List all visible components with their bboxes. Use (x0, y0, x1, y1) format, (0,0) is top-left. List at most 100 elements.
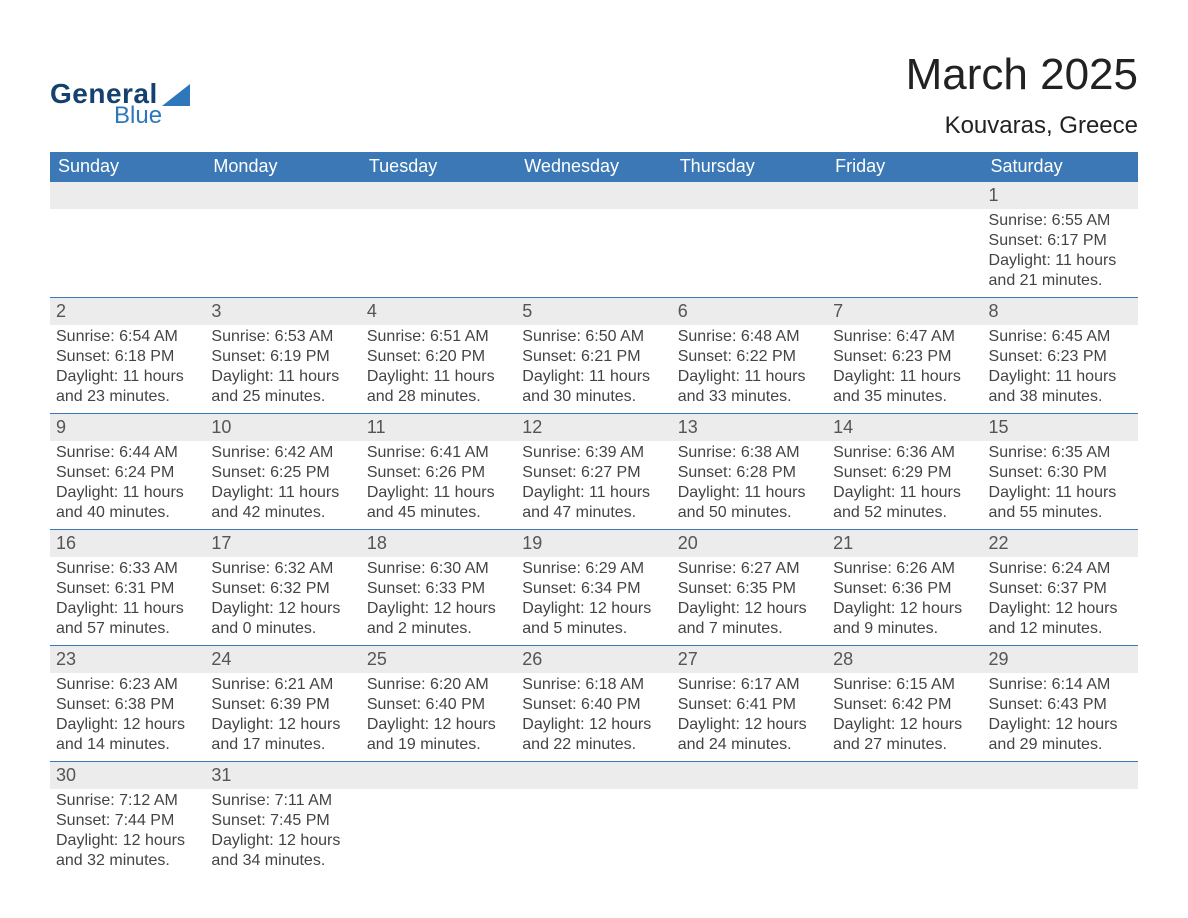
day-number: 11 (367, 417, 386, 437)
day-daylight1: Daylight: 12 hours (522, 599, 665, 619)
day-number: 7 (833, 301, 843, 321)
day-info-cell: Sunrise: 6:23 AMSunset: 6:38 PMDaylight:… (50, 673, 205, 762)
day-sunset: Sunset: 6:31 PM (56, 579, 199, 599)
day-sunrise: Sunrise: 7:11 AM (211, 791, 354, 811)
day-daylight2: and 9 minutes. (833, 619, 976, 639)
day-sunset: Sunset: 6:32 PM (211, 579, 354, 599)
day-sunrise: Sunrise: 6:33 AM (56, 559, 199, 579)
day-daylight2: and 28 minutes. (367, 387, 510, 407)
day-number: 17 (211, 533, 231, 553)
day-daylight1: Daylight: 12 hours (56, 715, 199, 735)
day-sunset: Sunset: 6:27 PM (522, 463, 665, 483)
day-info-cell: Sunrise: 6:41 AMSunset: 6:26 PMDaylight:… (361, 441, 516, 530)
day-info-cell (672, 209, 827, 298)
day-number: 26 (522, 649, 542, 669)
day-number-cell: 8 (983, 298, 1138, 326)
day-sunset: Sunset: 6:41 PM (678, 695, 821, 715)
day-number-cell: 1 (983, 182, 1138, 210)
day-info-cell (516, 789, 671, 877)
weekday-header: Saturday (983, 152, 1138, 182)
day-info-cell: Sunrise: 6:20 AMSunset: 6:40 PMDaylight:… (361, 673, 516, 762)
day-sunrise: Sunrise: 6:41 AM (367, 443, 510, 463)
day-daylight2: and 57 minutes. (56, 619, 199, 639)
day-number-cell: 30 (50, 762, 205, 790)
day-sunrise: Sunrise: 6:29 AM (522, 559, 665, 579)
day-info-cell: Sunrise: 6:24 AMSunset: 6:37 PMDaylight:… (983, 557, 1138, 646)
day-number-cell: 31 (205, 762, 360, 790)
day-sunrise: Sunrise: 6:48 AM (678, 327, 821, 347)
day-info-cell: Sunrise: 6:36 AMSunset: 6:29 PMDaylight:… (827, 441, 982, 530)
day-sunset: Sunset: 6:18 PM (56, 347, 199, 367)
week-daynum-row: 1 (50, 182, 1138, 210)
day-sunrise: Sunrise: 6:38 AM (678, 443, 821, 463)
day-daylight2: and 30 minutes. (522, 387, 665, 407)
day-number-cell: 18 (361, 530, 516, 558)
day-daylight1: Daylight: 12 hours (989, 599, 1132, 619)
day-sunset: Sunset: 6:19 PM (211, 347, 354, 367)
day-sunset: Sunset: 6:17 PM (989, 231, 1132, 251)
day-daylight2: and 19 minutes. (367, 735, 510, 755)
day-number-cell: 15 (983, 414, 1138, 442)
day-sunrise: Sunrise: 6:54 AM (56, 327, 199, 347)
day-sunset: Sunset: 6:21 PM (522, 347, 665, 367)
day-info-cell: Sunrise: 6:26 AMSunset: 6:36 PMDaylight:… (827, 557, 982, 646)
day-daylight2: and 38 minutes. (989, 387, 1132, 407)
day-number-cell: 9 (50, 414, 205, 442)
day-number: 5 (522, 301, 532, 321)
day-number-cell (827, 762, 982, 790)
week-info-row: Sunrise: 6:44 AMSunset: 6:24 PMDaylight:… (50, 441, 1138, 530)
day-info-cell (361, 789, 516, 877)
day-daylight2: and 27 minutes. (833, 735, 976, 755)
day-number-cell (827, 182, 982, 210)
day-sunset: Sunset: 6:39 PM (211, 695, 354, 715)
week-info-row: Sunrise: 7:12 AMSunset: 7:44 PMDaylight:… (50, 789, 1138, 877)
calendar-header-row: SundayMondayTuesdayWednesdayThursdayFrid… (50, 152, 1138, 182)
day-info-cell: Sunrise: 6:38 AMSunset: 6:28 PMDaylight:… (672, 441, 827, 530)
day-info-cell: Sunrise: 6:14 AMSunset: 6:43 PMDaylight:… (983, 673, 1138, 762)
day-sunrise: Sunrise: 6:47 AM (833, 327, 976, 347)
day-number-cell (361, 762, 516, 790)
day-info-cell (672, 789, 827, 877)
week-daynum-row: 3031 (50, 762, 1138, 790)
day-sunrise: Sunrise: 6:30 AM (367, 559, 510, 579)
day-daylight1: Daylight: 11 hours (989, 251, 1132, 271)
day-daylight2: and 21 minutes. (989, 271, 1132, 291)
day-sunrise: Sunrise: 6:26 AM (833, 559, 976, 579)
day-number: 27 (678, 649, 698, 669)
day-number-cell: 4 (361, 298, 516, 326)
day-info-cell: Sunrise: 6:51 AMSunset: 6:20 PMDaylight:… (361, 325, 516, 414)
day-number: 12 (522, 417, 542, 437)
day-number-cell: 29 (983, 646, 1138, 674)
day-info-cell: Sunrise: 6:21 AMSunset: 6:39 PMDaylight:… (205, 673, 360, 762)
week-daynum-row: 16171819202122 (50, 530, 1138, 558)
day-info-cell: Sunrise: 6:17 AMSunset: 6:41 PMDaylight:… (672, 673, 827, 762)
day-daylight1: Daylight: 12 hours (989, 715, 1132, 735)
day-daylight2: and 17 minutes. (211, 735, 354, 755)
day-number-cell: 27 (672, 646, 827, 674)
day-number-cell: 6 (672, 298, 827, 326)
day-info-cell: Sunrise: 6:53 AMSunset: 6:19 PMDaylight:… (205, 325, 360, 414)
day-number-cell: 11 (361, 414, 516, 442)
day-daylight1: Daylight: 12 hours (833, 599, 976, 619)
day-info-cell: Sunrise: 6:45 AMSunset: 6:23 PMDaylight:… (983, 325, 1138, 414)
day-sunset: Sunset: 6:33 PM (367, 579, 510, 599)
day-daylight2: and 33 minutes. (678, 387, 821, 407)
logo-line2: Blue (114, 104, 162, 128)
day-number-cell: 19 (516, 530, 671, 558)
day-number: 18 (367, 533, 387, 553)
day-number-cell: 14 (827, 414, 982, 442)
day-info-cell: Sunrise: 6:29 AMSunset: 6:34 PMDaylight:… (516, 557, 671, 646)
day-info-cell (205, 209, 360, 298)
day-number: 14 (833, 417, 853, 437)
day-sunset: Sunset: 6:37 PM (989, 579, 1132, 599)
day-daylight1: Daylight: 12 hours (211, 831, 354, 851)
day-daylight1: Daylight: 11 hours (833, 483, 976, 503)
day-number-cell: 7 (827, 298, 982, 326)
day-number: 28 (833, 649, 853, 669)
day-sunset: Sunset: 7:44 PM (56, 811, 199, 831)
day-sunrise: Sunrise: 6:14 AM (989, 675, 1132, 695)
day-daylight2: and 32 minutes. (56, 851, 199, 871)
day-daylight1: Daylight: 11 hours (678, 367, 821, 387)
day-daylight1: Daylight: 11 hours (56, 483, 199, 503)
day-daylight1: Daylight: 12 hours (367, 599, 510, 619)
